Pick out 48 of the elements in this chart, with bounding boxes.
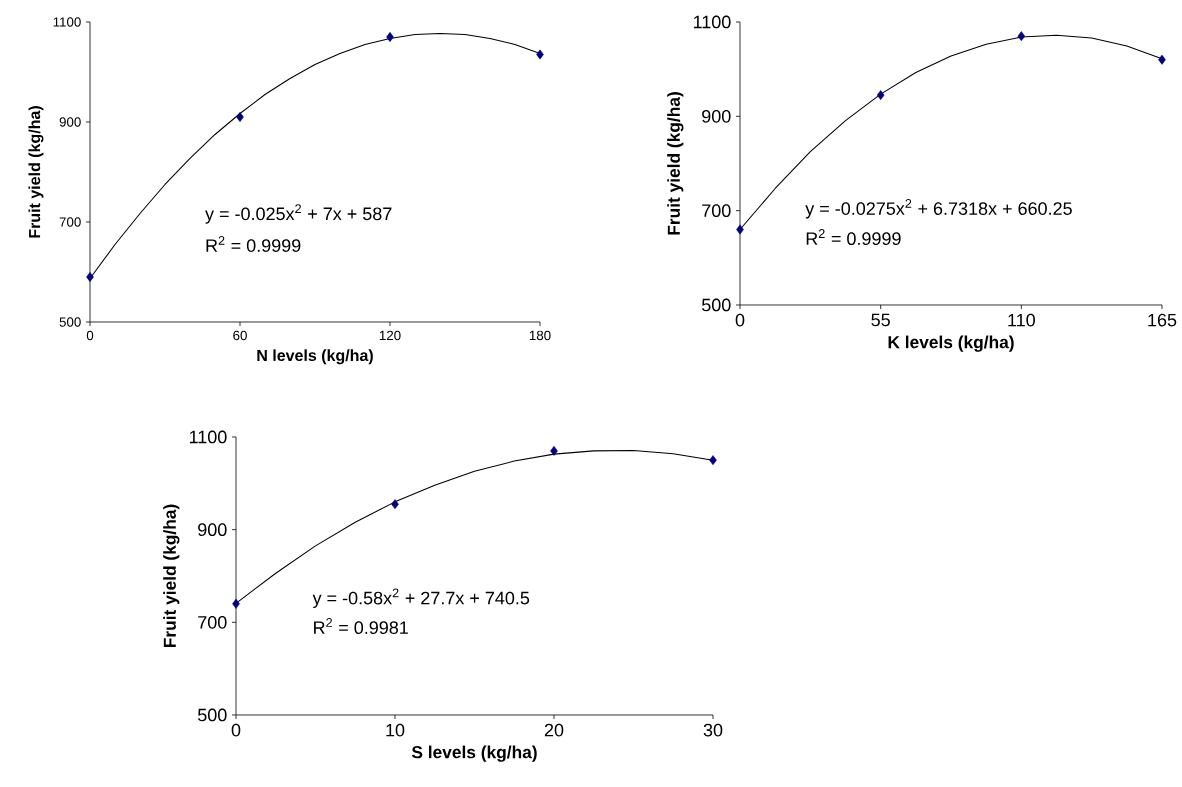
y-tick-label: 1100 (53, 17, 81, 27)
y-tick-label: 900 (702, 109, 731, 123)
y-tick-label: 700 (59, 217, 81, 227)
y-tick-label: 900 (59, 117, 81, 127)
annotation: y = -0.58x$^{2}$ + 27.7x + 740.5 (312, 588, 530, 608)
x-tick-label: 120 (379, 330, 401, 341)
annotation: y = -0.0275x$^{2}$ + 6.7318x + 660.25 (805, 199, 1072, 219)
y-tick-label: 500 (59, 317, 81, 327)
x-tick-label: 180 (529, 330, 551, 341)
annotation: R$^{2}$ = 0.9999 (806, 229, 901, 246)
point (236, 112, 244, 122)
point (391, 499, 399, 510)
x-axis-title: S levels (kg/ha) (411, 745, 537, 762)
x-tick-label: 10 (386, 723, 405, 737)
x-tick-label: 55 (871, 313, 890, 327)
point (1017, 31, 1026, 42)
x-tick-label: 30 (703, 723, 723, 737)
point (232, 598, 240, 609)
point (386, 32, 394, 42)
point (736, 224, 744, 235)
x-tick-label: 20 (544, 723, 564, 737)
annotation: R$^{2}$ = 0.9981 (314, 618, 408, 634)
x-axis-title: K levels (kg/ha) (888, 335, 1014, 352)
x-tick-label: 60 (233, 330, 247, 341)
x-tick-label: 0 (735, 313, 745, 327)
y-tick-label: 900 (198, 523, 227, 537)
y-axis-title: Fruit yield (kg/ha) (28, 106, 44, 238)
y-axis-title: Fruit yield (kg/ha) (667, 92, 684, 235)
y-tick-label: 700 (702, 204, 731, 218)
x-axis-title: N levels (kg/ha) (257, 349, 373, 365)
y-tick-label: 700 (198, 615, 227, 629)
x-tick-label: 110 (1008, 313, 1035, 327)
y-tick-label: 500 (197, 708, 227, 722)
point (86, 272, 94, 282)
point (536, 49, 544, 60)
x-tick-label: 0 (231, 723, 241, 737)
y-tick-label: 500 (701, 298, 731, 312)
point (876, 90, 885, 101)
x-tick-label: 165 (1148, 313, 1177, 327)
annotation: R$^{2}$ = 0.9999 (206, 236, 301, 252)
y-tick-label: 1100 (189, 430, 227, 444)
point (1158, 54, 1166, 65)
y-tick-label: 1100 (693, 15, 731, 29)
point (709, 455, 717, 466)
x-tick-label: 0 (86, 330, 94, 341)
y-axis-title: Fruit yield (kg/ha) (163, 504, 180, 648)
annotation: y = -0.025x$^{2}$ + 7x + 587 (205, 204, 392, 224)
point (550, 445, 558, 456)
